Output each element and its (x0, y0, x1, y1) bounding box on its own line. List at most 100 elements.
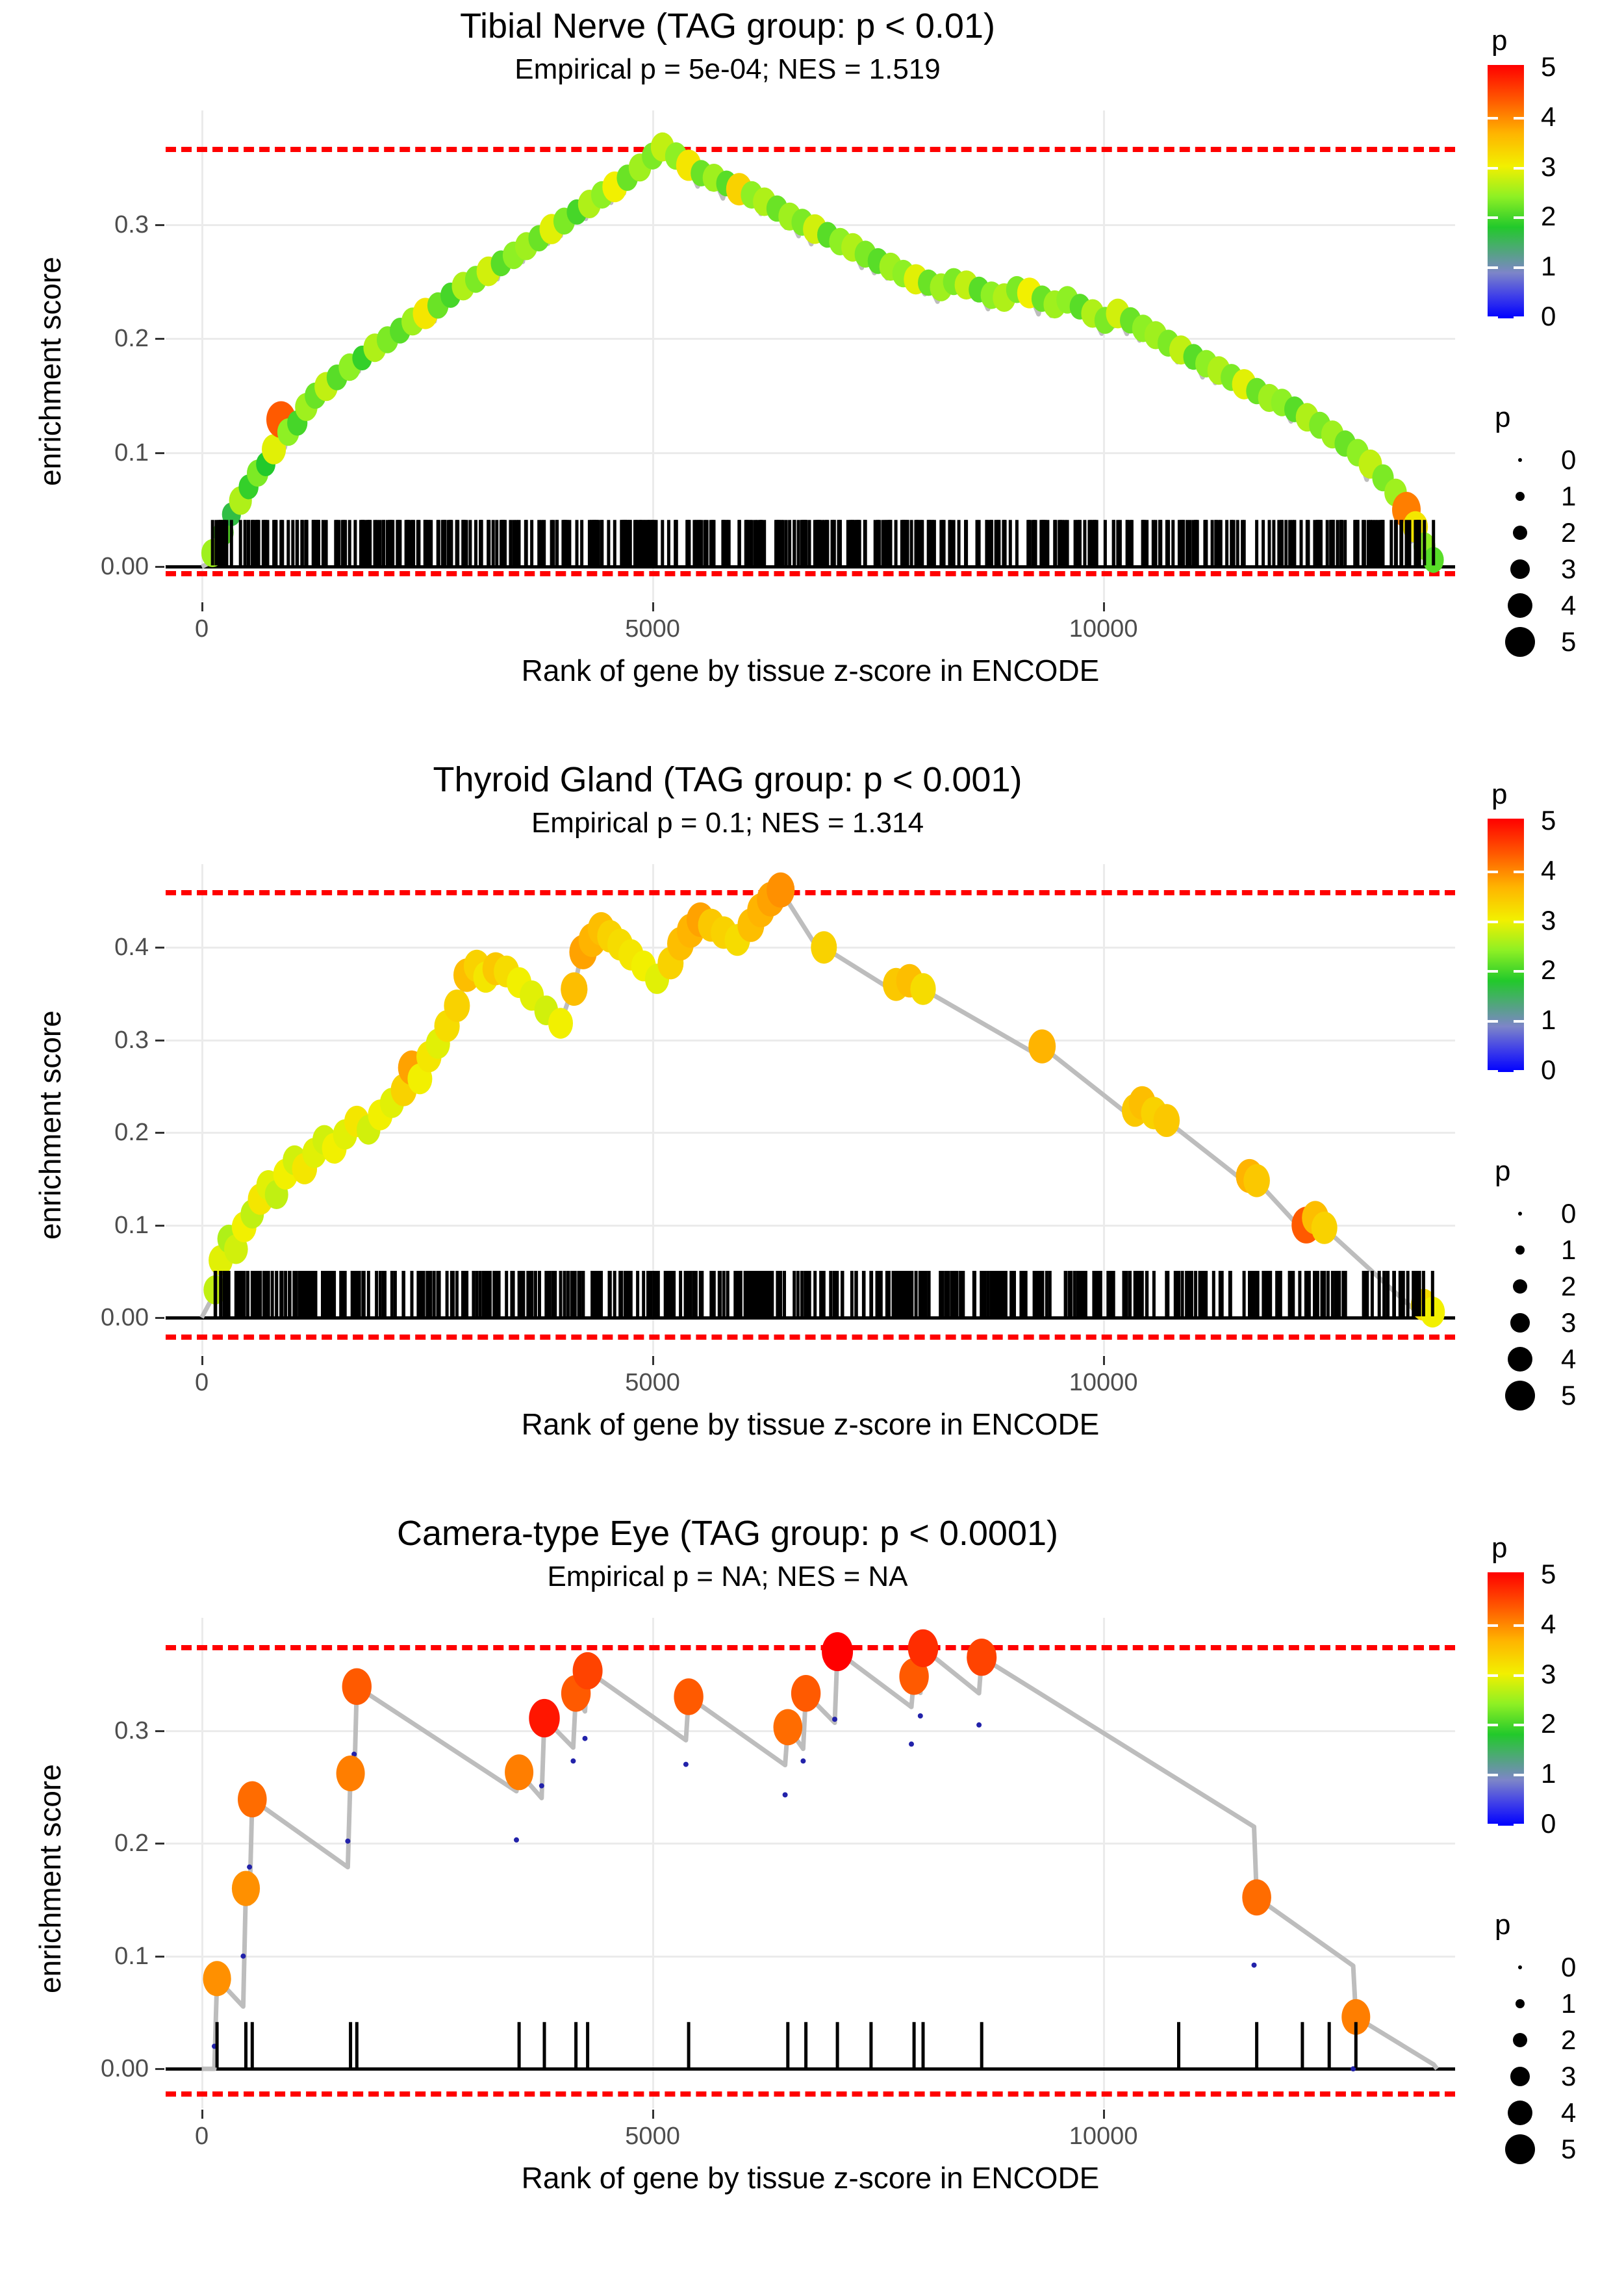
chart-panel-2: Thyroid Gland (TAG group: p < 0.001) Empi… (0, 754, 1624, 1507)
size-legend-row: 0 (1491, 442, 1576, 478)
size-legend-label: 1 (1561, 1234, 1577, 1265)
colorbar-tick (1488, 970, 1498, 973)
size-legend-label: 3 (1561, 554, 1577, 584)
colorbar-tick-label: 4 (1541, 1608, 1556, 1639)
size-dot-cell (1491, 593, 1549, 618)
size-legend-rows: 0 1 2 3 4 5 (1491, 442, 1576, 660)
size-dot-cell (1491, 1313, 1549, 1333)
x-tickmark (652, 1356, 654, 1365)
size-legend-dot (1513, 526, 1527, 540)
color-legend: p 5 4 3 2 1 0 (1488, 780, 1595, 1084)
size-legend-dot (1518, 458, 1522, 462)
trough-marker (800, 1758, 806, 1764)
colorbar-tick (1514, 1774, 1524, 1777)
gridline-horizontal (166, 947, 1455, 949)
size-legend-label: 1 (1561, 481, 1577, 511)
y-tick-label: 0.00 (101, 2055, 149, 2083)
size-legend-row: 1 (1491, 478, 1576, 515)
colorbar-tick-label: 2 (1541, 1708, 1556, 1739)
size-dot-cell (1491, 526, 1549, 540)
size-dot-cell (1491, 1279, 1549, 1294)
size-legend-label: 4 (1561, 1344, 1577, 1374)
size-legend-dot (1516, 1999, 1525, 2008)
size-legend-dot (1508, 2101, 1532, 2125)
colorbar-tick-label: 0 (1541, 1054, 1556, 1085)
size-dot-cell (1491, 1965, 1549, 1969)
size-legend: p 0 1 2 3 4 5 (1491, 403, 1576, 660)
size-legend-label: 5 (1561, 2134, 1577, 2164)
colorbar-tick-label: 1 (1541, 1004, 1556, 1036)
trough-marker (976, 1722, 982, 1728)
colorbar-tick-label: 4 (1541, 854, 1556, 886)
colorbar-wrap: 5 4 3 2 1 0 (1488, 1561, 1595, 1837)
colorbar-tick (1488, 1824, 1498, 1826)
hit-point (505, 1754, 534, 1791)
color-legend-title: p (1491, 1532, 1508, 1564)
x-tickmark (1102, 2110, 1105, 2119)
gridline-horizontal (166, 1843, 1455, 1845)
colorbar-labels: 5 4 3 2 1 0 (1524, 1561, 1595, 1837)
hit-point (342, 1668, 372, 1706)
y-tick-label: 0.2 (114, 1119, 149, 1147)
y-tickmark (155, 1039, 164, 1041)
size-legend-label: 3 (1561, 2061, 1577, 2091)
hit-point (910, 973, 936, 1005)
color-legend-title: p (1491, 25, 1508, 57)
max-es-dashed-line (166, 147, 1455, 153)
y-tick-label: 0.2 (114, 1830, 149, 1858)
size-legend-dot (1508, 1347, 1532, 1372)
y-tickmark (155, 1317, 164, 1320)
colorbar-tick (1488, 266, 1498, 270)
size-legend-row: 3 (1491, 551, 1576, 587)
gridline-vertical (652, 864, 654, 1355)
gridline-horizontal (166, 1039, 1455, 1041)
colorbar-tick-label: 1 (1541, 1758, 1556, 1789)
gridline-horizontal (166, 1730, 1455, 1732)
y-axis-title: enrichment score (33, 1763, 67, 1993)
colorbar-tick (1514, 920, 1524, 923)
x-tick-label: 0 (194, 1369, 209, 1396)
hit-point (791, 1675, 821, 1712)
colorbar-tick (1488, 1674, 1498, 1677)
size-legend-row: 2 (1491, 515, 1576, 551)
size-legend-title: p (1495, 1155, 1511, 1187)
y-tickmark (155, 566, 164, 568)
x-axis-title: Rank of gene by tissue z-score in ENCODE (521, 2161, 1100, 2195)
trough-marker (683, 1761, 689, 1767)
size-dot-cell (1491, 458, 1549, 462)
gridline-vertical (201, 1618, 203, 2108)
hit-point (262, 434, 286, 465)
x-axis-title: Rank of gene by tissue z-score in ENCODE (521, 1407, 1100, 1441)
gridline-vertical (652, 1618, 654, 2108)
x-axis-title: Rank of gene by tissue z-score in ENCODE (521, 654, 1100, 687)
panel-title: Camera-type Eye (TAG group: p < 0.0001) (397, 1514, 1058, 1553)
plot-area (166, 864, 1455, 1355)
color-legend: p 5 4 3 2 1 0 (1488, 25, 1595, 330)
x-tickmark (1102, 1356, 1105, 1365)
size-legend-row: 5 (1491, 624, 1576, 660)
colorbar-tick (1514, 870, 1524, 873)
hit-point (231, 1871, 260, 1906)
y-tickmark (155, 1730, 164, 1732)
trough-marker (351, 1752, 357, 1757)
panel-title: Thyroid Gland (TAG group: p < 0.001) (433, 760, 1022, 799)
size-legend-dot (1510, 559, 1530, 579)
y-tickmark (155, 2068, 164, 2071)
size-legend-title: p (1495, 402, 1511, 433)
colorbar (1488, 1572, 1524, 1826)
size-legend-label: 1 (1561, 1988, 1577, 2019)
size-legend-dot (1516, 492, 1525, 501)
y-tick-label: 0.00 (101, 553, 149, 581)
colorbar (1488, 819, 1524, 1073)
size-legend-dot (1518, 1965, 1522, 1969)
size-legend-label: 4 (1561, 2097, 1577, 2128)
trough-marker (917, 1713, 923, 1718)
min-es-dashed-line (166, 2091, 1455, 2097)
size-legend-title: p (1495, 1909, 1511, 1941)
y-tickmark (155, 338, 164, 340)
size-legend-dot (1518, 1212, 1522, 1216)
size-dot-cell (1491, 2067, 1549, 2086)
hit-point (674, 1678, 704, 1715)
colorbar-tick (1488, 1020, 1498, 1023)
size-legend-dot (1505, 1381, 1535, 1411)
